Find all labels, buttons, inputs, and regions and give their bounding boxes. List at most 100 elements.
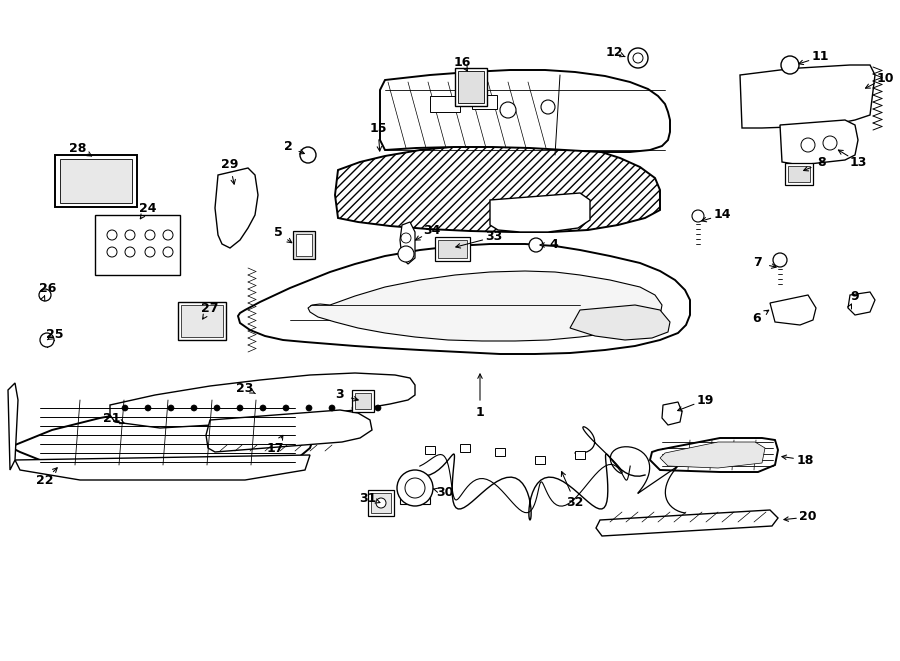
Polygon shape <box>308 271 662 341</box>
Text: 8: 8 <box>818 157 826 169</box>
Bar <box>472 95 497 109</box>
Circle shape <box>40 333 54 347</box>
Bar <box>785 163 813 185</box>
Circle shape <box>306 405 312 411</box>
Polygon shape <box>8 383 18 470</box>
Bar <box>95 215 180 275</box>
Text: 14: 14 <box>713 208 731 221</box>
Text: 21: 21 <box>104 412 121 424</box>
Text: 7: 7 <box>753 256 762 270</box>
Text: 9: 9 <box>850 290 860 303</box>
Circle shape <box>145 230 155 240</box>
Polygon shape <box>335 143 660 232</box>
Polygon shape <box>206 410 372 452</box>
Circle shape <box>529 238 543 252</box>
Text: 11: 11 <box>811 50 829 63</box>
Circle shape <box>300 147 316 163</box>
Bar <box>535 456 545 464</box>
Circle shape <box>633 53 643 63</box>
Polygon shape <box>662 402 682 425</box>
Bar <box>788 166 810 182</box>
Text: 16: 16 <box>454 56 471 69</box>
Text: 18: 18 <box>796 453 814 467</box>
Circle shape <box>122 405 128 411</box>
Circle shape <box>39 289 51 301</box>
Text: 10: 10 <box>877 71 894 85</box>
Circle shape <box>692 210 704 222</box>
Circle shape <box>163 230 173 240</box>
Polygon shape <box>848 292 875 315</box>
Bar <box>400 480 430 504</box>
Bar <box>178 302 226 340</box>
Bar <box>438 240 467 258</box>
Polygon shape <box>650 438 778 472</box>
Circle shape <box>125 230 135 240</box>
Text: 31: 31 <box>359 492 377 504</box>
Circle shape <box>500 102 516 118</box>
Bar <box>368 490 394 516</box>
Bar <box>575 451 585 459</box>
Bar <box>371 493 391 513</box>
Text: 3: 3 <box>336 389 345 401</box>
Circle shape <box>191 405 197 411</box>
Circle shape <box>214 405 220 411</box>
Polygon shape <box>238 244 690 354</box>
Text: 5: 5 <box>274 227 283 239</box>
Circle shape <box>628 48 648 68</box>
Text: 33: 33 <box>485 231 502 243</box>
Polygon shape <box>780 120 858 165</box>
Circle shape <box>398 246 414 262</box>
Polygon shape <box>660 442 765 468</box>
Text: 24: 24 <box>140 202 157 215</box>
Polygon shape <box>770 295 816 325</box>
Text: 17: 17 <box>266 442 284 455</box>
Text: 1: 1 <box>475 405 484 418</box>
Circle shape <box>145 247 155 257</box>
Polygon shape <box>110 373 415 428</box>
Bar <box>425 446 435 454</box>
Circle shape <box>541 100 555 114</box>
Text: 26: 26 <box>40 282 57 295</box>
Text: 13: 13 <box>850 155 867 169</box>
Bar <box>435 237 470 261</box>
Bar <box>460 444 470 452</box>
Circle shape <box>375 405 381 411</box>
Text: 27: 27 <box>202 301 219 315</box>
Polygon shape <box>400 222 415 264</box>
Circle shape <box>773 253 787 267</box>
Circle shape <box>781 56 799 74</box>
Text: 30: 30 <box>436 485 454 498</box>
Text: 4: 4 <box>550 239 558 251</box>
Circle shape <box>376 498 386 508</box>
Polygon shape <box>490 193 590 232</box>
Bar <box>430 96 460 112</box>
Text: 28: 28 <box>69 141 86 155</box>
Text: 6: 6 <box>752 311 761 325</box>
Circle shape <box>237 405 243 411</box>
Bar <box>455 68 487 106</box>
Polygon shape <box>215 168 258 248</box>
Text: 2: 2 <box>284 141 292 153</box>
Circle shape <box>125 247 135 257</box>
Circle shape <box>283 405 289 411</box>
Text: 20: 20 <box>799 510 817 524</box>
Polygon shape <box>380 70 670 152</box>
Circle shape <box>801 138 815 152</box>
Circle shape <box>405 478 425 498</box>
Bar <box>495 448 505 456</box>
Polygon shape <box>596 510 778 536</box>
Text: 19: 19 <box>697 393 714 407</box>
Bar <box>60 159 132 203</box>
Circle shape <box>260 405 266 411</box>
Circle shape <box>107 230 117 240</box>
Bar <box>458 71 484 103</box>
Text: 34: 34 <box>423 225 441 237</box>
Circle shape <box>352 405 358 411</box>
Polygon shape <box>740 65 875 128</box>
Polygon shape <box>12 394 318 472</box>
Text: 15: 15 <box>369 122 387 134</box>
Text: 25: 25 <box>46 329 64 342</box>
Text: 23: 23 <box>237 381 254 395</box>
Text: 32: 32 <box>566 496 584 508</box>
Polygon shape <box>570 305 670 340</box>
